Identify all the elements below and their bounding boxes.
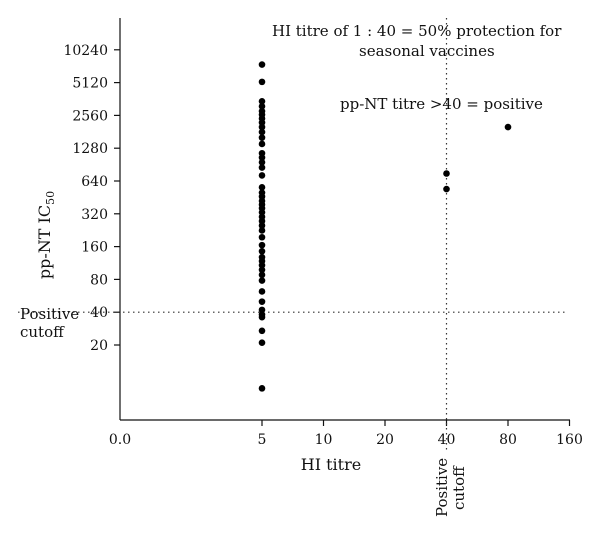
y-axis-title: pp-NT IC50: [35, 191, 57, 279]
cutoff-lines: [18, 18, 568, 450]
data-point: [258, 313, 266, 321]
data-point: [258, 277, 266, 284]
data-point: [258, 227, 266, 234]
data-point: [258, 306, 266, 314]
data-point: [258, 339, 266, 346]
y-axis-title-subscript: 50: [44, 191, 57, 205]
x-tick-label: 5: [258, 432, 267, 448]
y-axis-title-main: pp-NT IC: [35, 205, 54, 279]
data-point: [258, 103, 266, 110]
y-tick-label: 160: [81, 240, 108, 256]
y-tick-label: 10240: [63, 43, 108, 59]
data-point: [443, 170, 450, 177]
y-cutoff-label-line1: Positive: [20, 305, 79, 323]
x-tick-label: 10: [315, 432, 333, 448]
y-cutoff-label-line2: cutoff: [20, 323, 65, 341]
data-point: [258, 97, 266, 105]
y-tick-label: 80: [90, 272, 108, 288]
x-axis-title: HI titre: [301, 455, 361, 474]
x-ticks: 0.0 5 10 20 40 80 160: [109, 420, 583, 448]
data-point: [258, 164, 266, 171]
data-point: [258, 159, 266, 166]
y-tick-label: 5120: [72, 76, 108, 92]
data-point: [258, 298, 266, 305]
data-points: [258, 61, 512, 392]
data-point: [258, 209, 266, 216]
data-point: [258, 233, 266, 241]
data-point: [258, 123, 266, 131]
data-point: [258, 222, 266, 229]
data-point: [258, 261, 266, 269]
data-point: [258, 247, 266, 255]
annotation-protection-line2: seasonal vaccines: [359, 42, 495, 60]
data-point: [258, 241, 266, 249]
annotation-protection-line1: HI titre of 1 : 40 = 50% protection for: [272, 22, 562, 40]
x-tick-label: 0.0: [109, 432, 131, 448]
x-tick-label: 40: [438, 432, 456, 448]
axes: [119, 18, 570, 421]
data-point: [258, 217, 266, 225]
y-tick-label: 320: [81, 207, 108, 223]
x-cutoff-label-line2: cutoff: [450, 465, 468, 510]
data-point: [258, 134, 266, 141]
data-point: [258, 385, 266, 392]
x-cutoff-label-line1: Positive: [433, 458, 451, 517]
data-point: [258, 327, 266, 335]
data-point: [504, 123, 512, 131]
data-point: [258, 266, 266, 274]
x-tick-label: 20: [376, 432, 394, 448]
annotation-positive: pp-NT titre >40 = positive: [340, 95, 543, 113]
data-point: [258, 128, 266, 136]
data-point: [258, 172, 266, 179]
y-tick-label: 40: [90, 305, 108, 321]
data-point: [258, 184, 266, 191]
data-point: [258, 78, 266, 86]
y-tick-label: 2560: [72, 108, 108, 124]
y-tick-label: 1280: [72, 141, 108, 157]
data-point: [258, 271, 266, 279]
y-ticks: 20 40 80 160 320 640 1280 2560 5120 10240: [63, 43, 120, 354]
y-tick-label: 20: [90, 338, 108, 354]
data-point: [258, 140, 266, 148]
data-point: [258, 119, 266, 126]
x-tick-label: 80: [499, 432, 517, 448]
data-point: [258, 61, 266, 68]
y-tick-label: 640: [81, 174, 108, 190]
data-point: [443, 185, 450, 193]
data-point: [258, 154, 266, 161]
x-tick-label: 160: [556, 432, 583, 448]
data-point: [258, 288, 266, 295]
